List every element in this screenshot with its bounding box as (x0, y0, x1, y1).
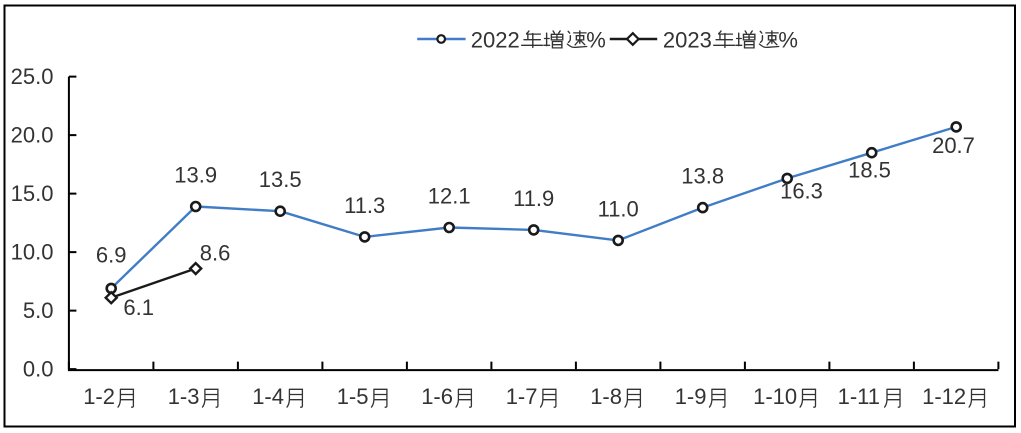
svg-text:13.9: 13.9 (174, 163, 217, 188)
svg-text:13.8: 13.8 (681, 164, 724, 189)
svg-text:11.9: 11.9 (513, 186, 554, 211)
svg-text:1-12: 1-12 (922, 384, 966, 409)
svg-text:1-6: 1-6 (421, 384, 453, 409)
svg-text:2022: 2022 (471, 27, 520, 52)
svg-text:%: % (778, 27, 798, 52)
svg-text:0.0: 0.0 (23, 357, 54, 382)
svg-text:20.7: 20.7 (932, 133, 975, 158)
svg-text:1-7: 1-7 (506, 384, 538, 409)
svg-text:10.0: 10.0 (11, 240, 54, 265)
svg-text:2023: 2023 (663, 27, 712, 52)
svg-text:1-3: 1-3 (168, 384, 200, 409)
svg-text:13.5: 13.5 (259, 167, 302, 192)
svg-text:5.0: 5.0 (23, 298, 54, 323)
svg-text:%: % (586, 27, 606, 52)
svg-text:1-5: 1-5 (337, 384, 369, 409)
svg-text:11.0: 11.0 (598, 196, 639, 221)
svg-text:11.3: 11.3 (344, 193, 385, 218)
svg-text:1-2: 1-2 (83, 384, 115, 409)
svg-text:25.0: 25.0 (11, 64, 54, 89)
svg-text:16.3: 16.3 (780, 178, 823, 203)
svg-text:6.1: 6.1 (123, 295, 154, 320)
svg-text:6.9: 6.9 (96, 243, 127, 268)
svg-text:1-4: 1-4 (252, 384, 284, 409)
svg-text:1-8: 1-8 (590, 384, 622, 409)
svg-text:1-9: 1-9 (675, 384, 707, 409)
svg-text:15.0: 15.0 (11, 181, 54, 206)
svg-text:1-10: 1-10 (753, 384, 797, 409)
svg-text:12.1: 12.1 (428, 184, 471, 209)
svg-text:20.0: 20.0 (11, 123, 54, 148)
svg-text:18.5: 18.5 (848, 158, 891, 183)
svg-text:1-11: 1-11 (838, 384, 880, 409)
svg-text:8.6: 8.6 (200, 240, 231, 265)
